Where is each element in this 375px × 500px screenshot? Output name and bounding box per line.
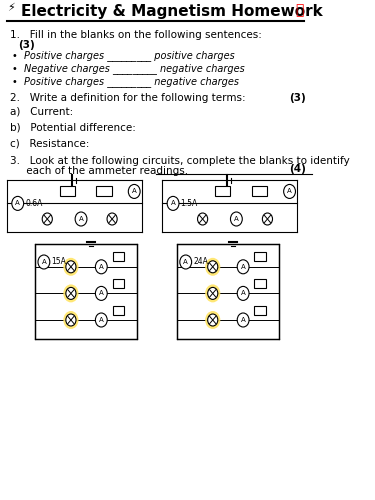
Text: A: A — [79, 216, 83, 222]
Circle shape — [237, 260, 249, 274]
Text: A: A — [99, 290, 104, 296]
Circle shape — [95, 260, 107, 274]
Circle shape — [42, 213, 52, 225]
Text: ⚡: ⚡ — [7, 3, 15, 13]
Text: A: A — [15, 200, 20, 206]
Text: b)   Potential difference:: b) Potential difference: — [10, 122, 136, 132]
Text: •  Positive charges _________ negative charges: • Positive charges _________ negative ch… — [12, 76, 239, 87]
Circle shape — [205, 258, 220, 276]
Bar — [177, 244, 279, 339]
Circle shape — [66, 288, 76, 300]
Circle shape — [63, 258, 78, 276]
Bar — [112, 252, 125, 262]
Circle shape — [38, 255, 50, 269]
Circle shape — [205, 284, 220, 302]
Circle shape — [262, 213, 273, 225]
Text: A: A — [241, 290, 246, 296]
Bar — [36, 244, 137, 339]
Text: A: A — [287, 188, 292, 194]
Circle shape — [63, 311, 78, 329]
Circle shape — [75, 212, 87, 226]
Text: 1.   Fill in the blanks on the following sentences:: 1. Fill in the blanks on the following s… — [10, 30, 262, 40]
Circle shape — [12, 196, 24, 210]
Circle shape — [237, 313, 249, 327]
Circle shape — [284, 184, 296, 198]
Text: Electricity & Magnetism Homework: Electricity & Magnetism Homework — [21, 4, 323, 19]
Circle shape — [198, 213, 208, 225]
Text: •  Positive charges _________ positive charges: • Positive charges _________ positive ch… — [12, 50, 235, 61]
Text: 2.   Write a definition for the following terms:: 2. Write a definition for the following … — [10, 93, 246, 103]
Text: 15A: 15A — [51, 258, 66, 266]
Text: (3): (3) — [19, 40, 35, 50]
Circle shape — [66, 314, 76, 326]
Bar — [112, 306, 125, 314]
Circle shape — [208, 261, 218, 273]
Circle shape — [66, 261, 76, 273]
Text: a)   Current:: a) Current: — [10, 106, 74, 116]
Text: •  Negative charges _________ negative charges: • Negative charges _________ negative ch… — [12, 63, 244, 74]
Text: A: A — [241, 264, 246, 270]
Text: A: A — [234, 216, 239, 222]
Circle shape — [128, 184, 140, 198]
Text: (4): (4) — [289, 164, 306, 174]
Text: A: A — [99, 317, 104, 323]
Circle shape — [167, 196, 179, 210]
Text: A: A — [42, 259, 46, 265]
Text: c)   Resistance:: c) Resistance: — [10, 138, 90, 148]
Circle shape — [237, 286, 249, 300]
Text: 3.   Look at the following circuits, complete the blanks to identify: 3. Look at the following circuits, compl… — [10, 156, 350, 166]
Circle shape — [95, 313, 107, 327]
Circle shape — [231, 212, 242, 226]
Circle shape — [107, 213, 117, 225]
Text: 0.6A: 0.6A — [26, 199, 43, 208]
Circle shape — [205, 311, 220, 329]
Text: 1.5A: 1.5A — [181, 199, 198, 208]
Bar — [255, 306, 266, 314]
Bar — [255, 252, 266, 262]
Circle shape — [180, 255, 192, 269]
Bar — [255, 279, 266, 288]
Bar — [7, 180, 142, 232]
Text: (3): (3) — [289, 93, 306, 103]
Circle shape — [208, 288, 218, 300]
Text: each of the ammeter readings.: each of the ammeter readings. — [10, 166, 188, 176]
Text: A: A — [241, 317, 246, 323]
Circle shape — [63, 284, 78, 302]
Bar — [96, 186, 112, 196]
Bar — [252, 186, 267, 196]
Circle shape — [208, 314, 218, 326]
Circle shape — [95, 286, 107, 300]
Bar — [215, 186, 231, 196]
Text: 🧲: 🧲 — [296, 3, 304, 17]
Text: 24A: 24A — [194, 258, 208, 266]
Bar — [60, 186, 75, 196]
Text: A: A — [132, 188, 136, 194]
Text: A: A — [183, 259, 188, 265]
Text: A: A — [99, 264, 104, 270]
Bar — [162, 180, 297, 232]
Bar — [112, 279, 125, 288]
Text: A: A — [171, 200, 176, 206]
